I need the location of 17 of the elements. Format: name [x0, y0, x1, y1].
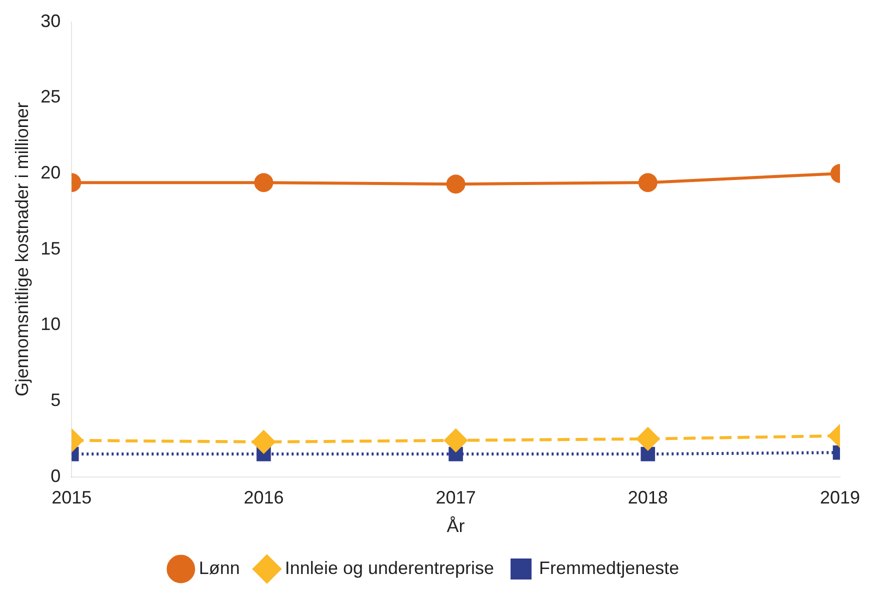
legend-label: Innleie og underentreprise — [284, 558, 494, 578]
x-tick-label: 2017 — [436, 488, 476, 508]
y-tick-label: 5 — [50, 390, 61, 410]
y-tick-label: 25 — [40, 86, 61, 107]
legend-label: Lønn — [198, 558, 240, 578]
x-tick-label: 2018 — [628, 488, 668, 508]
y-tick-label: 0 — [50, 466, 61, 486]
x-tick-label: 2015 — [52, 488, 92, 508]
legend-label: Fremmedtjeneste — [539, 558, 680, 578]
x-axis-title: År — [446, 516, 465, 536]
y-tick-label: 30 — [40, 10, 61, 31]
y-tick-label: 15 — [40, 238, 61, 258]
y-tick-label: 20 — [40, 162, 61, 182]
x-tick-label: 2019 — [820, 488, 860, 508]
y-tick-label: 10 — [40, 314, 61, 334]
x-tick-label: 2016 — [244, 488, 284, 508]
y-axis-title: Gjennomsnitlige kostnader i millioner — [12, 102, 32, 396]
